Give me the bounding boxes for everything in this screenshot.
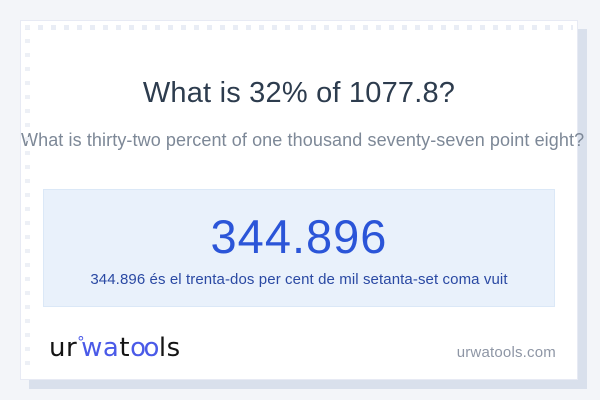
answer-panel: 344.896 344.896 és el trenta-dos per cen… xyxy=(43,189,555,307)
logo-ring-icon: ° xyxy=(77,333,86,351)
logo-glasses-oo-icon: oo xyxy=(130,333,159,363)
answer-value: 344.896 xyxy=(210,209,388,263)
calculator-result-card: What is 32% of 1077.8? What is thirty-tw… xyxy=(20,20,585,380)
logo-part-ls: ls xyxy=(158,333,181,363)
urwatools-logo: ur°watools xyxy=(49,333,181,366)
website-domain: urwatools.com xyxy=(456,344,556,361)
card-footer: ur°watools urwatools.com xyxy=(49,333,556,366)
logo-part-wa: wa xyxy=(81,333,120,363)
question-in-words: What is thirty-two percent of one thousa… xyxy=(21,130,585,150)
logo-part-ur: ur xyxy=(49,333,78,363)
logo-part-t: t xyxy=(119,333,131,363)
answer-sentence-catalan: 344.896 és el trenta-dos per cent de mil… xyxy=(90,270,508,288)
page-title: What is 32% of 1077.8? xyxy=(142,77,456,109)
